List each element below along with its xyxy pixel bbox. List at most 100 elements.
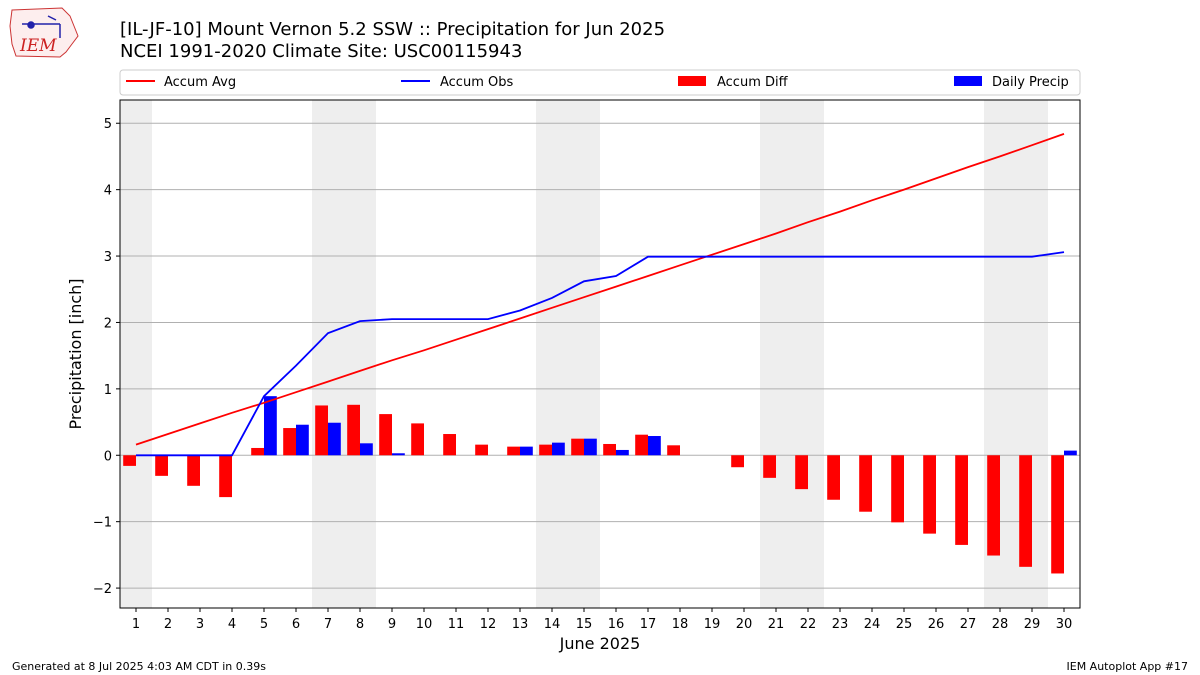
- x-tick-label: 25: [896, 617, 913, 632]
- x-tick-label: 20: [736, 617, 753, 632]
- bar-accum-diff-day-24: [859, 455, 872, 512]
- x-tick-label: 3: [196, 617, 204, 632]
- legend: Accum Avg Accum Obs Accum Diff Daily Pre…: [119, 69, 1081, 96]
- bar-accum-diff-day-29: [1019, 455, 1032, 567]
- bar-accum-diff-day-16: [603, 443, 616, 456]
- bar-daily-precip-day-30: [1064, 450, 1077, 456]
- x-tick-label: 30: [1056, 617, 1073, 632]
- legend-label-accum-avg: Accum Avg: [164, 75, 236, 90]
- bar-accum-diff-day-6: [283, 428, 296, 456]
- bar-accum-diff-day-7: [315, 405, 328, 456]
- x-tick-label: 14: [544, 617, 561, 632]
- bar-daily-precip-day-5: [264, 396, 277, 456]
- chart-subtitle: NCEI 1991-2020 Climate Site: USC00115943: [120, 41, 522, 62]
- bar-accum-diff-day-11: [443, 434, 456, 456]
- bar-accum-diff-day-2: [155, 455, 168, 476]
- bar-accum-diff-day-25: [891, 455, 904, 523]
- bar-accum-diff-day-18: [667, 445, 680, 456]
- bar-accum-diff-day-27: [955, 455, 968, 545]
- y-tick-label: −1: [93, 516, 112, 531]
- x-tick-label: 13: [512, 617, 529, 632]
- lines: [135, 133, 1065, 457]
- iem-logo[interactable]: IEM: [9, 7, 79, 58]
- bar-accum-diff-day-15: [571, 438, 584, 456]
- x-tick-label: 1: [132, 617, 140, 632]
- bar-accum-diff-day-10: [411, 423, 424, 456]
- weekend-shade-day-1: [120, 100, 152, 608]
- legend-item-accum-diff: Accum Diff: [678, 75, 789, 90]
- bar-accum-diff-day-20: [731, 455, 744, 468]
- bar-daily-precip-day-9: [392, 453, 405, 456]
- y-tick-label: 4: [104, 184, 112, 199]
- bar-daily-precip-day-16: [616, 449, 629, 456]
- weather-station-icon: [22, 15, 61, 38]
- legend-item-accum-obs: Accum Obs: [401, 75, 513, 90]
- x-tick-label: 6: [292, 617, 300, 632]
- x-tick-label: 26: [928, 617, 945, 632]
- x-tick-label: 16: [608, 617, 625, 632]
- bar-accum-diff-day-30: [1051, 455, 1064, 574]
- weekend-shade-day-8: [344, 100, 376, 608]
- x-tick-label: 9: [388, 617, 396, 632]
- line-accum-obs: [136, 251, 1065, 457]
- gridlines: [120, 122, 1080, 589]
- y-tick-label: −2: [93, 582, 112, 597]
- x-tick-label: 23: [832, 617, 849, 632]
- bar-accum-diff-day-1: [123, 455, 136, 466]
- iowa-state-outline-icon: [9, 7, 79, 58]
- y-tick-label: 1: [104, 383, 112, 398]
- weekend-shade-day-14: [536, 100, 568, 608]
- legend-frame: [119, 69, 1081, 96]
- bar-accum-diff-day-28: [987, 455, 1000, 556]
- bar-daily-precip-day-15: [584, 438, 597, 456]
- bar-daily-precip-day-8: [360, 443, 373, 456]
- x-axis-label: June 2025: [559, 634, 641, 653]
- bars: [123, 396, 1077, 574]
- chart-title: [IL-JF-10] Mount Vernon 5.2 SSW :: Preci…: [120, 19, 665, 40]
- legend-label-accum-obs: Accum Obs: [440, 75, 513, 90]
- bar-accum-diff-day-5: [251, 447, 264, 456]
- x-tick-label: 7: [324, 617, 332, 632]
- logo-text: IEM: [19, 36, 57, 56]
- footer-app-text: IEM Autoplot App #17: [1067, 660, 1189, 673]
- x-tick-label: 8: [356, 617, 364, 632]
- y-axis-label: Precipitation [inch]: [66, 278, 85, 429]
- x-tick-label: 15: [576, 617, 593, 632]
- x-tick-label: 24: [864, 617, 881, 632]
- weekend-shade-day-22: [792, 100, 824, 608]
- bar-accum-diff-day-13: [507, 446, 520, 456]
- bar-daily-precip-day-13: [520, 446, 533, 456]
- y-tick-label: 5: [104, 117, 112, 132]
- y-axis-ticks: −2 −1 0 1 2 3 4 5: [93, 117, 120, 597]
- legend-swatch-daily-precip: [954, 76, 982, 86]
- x-axis-ticks: 1 2 3 4 5 6 7 8 9 10 11 12 13 14 15 16 17 18 19 20 21 22 23 24 2…: [132, 608, 1072, 632]
- x-tick-label: 29: [1024, 617, 1041, 632]
- bar-accum-diff-day-12: [475, 444, 488, 456]
- weekend-shade-day-15: [568, 100, 600, 608]
- x-tick-label: 17: [640, 617, 657, 632]
- bar-accum-diff-day-22: [795, 455, 808, 490]
- x-tick-label: 12: [480, 617, 497, 632]
- footer-generated-text: Generated at 8 Jul 2025 4:03 AM CDT in 0…: [12, 660, 266, 673]
- x-tick-label: 18: [672, 617, 689, 632]
- x-tick-label: 28: [992, 617, 1009, 632]
- x-tick-label: 10: [416, 617, 433, 632]
- legend-item-accum-avg: Accum Avg: [126, 75, 236, 90]
- y-tick-label: 0: [104, 449, 112, 464]
- legend-swatch-accum-diff: [678, 76, 706, 86]
- x-tick-label: 22: [800, 617, 817, 632]
- x-tick-label: 19: [704, 617, 721, 632]
- y-tick-label: 2: [104, 316, 112, 331]
- weekend-shading: [120, 100, 1048, 608]
- bar-accum-diff-day-21: [763, 455, 776, 478]
- bar-accum-diff-day-3: [187, 455, 200, 486]
- weekend-shade-day-7: [312, 100, 344, 608]
- x-tick-label: 21: [768, 617, 785, 632]
- bar-daily-precip-day-17: [648, 436, 661, 456]
- bar-daily-precip-day-6: [296, 424, 309, 456]
- legend-label-daily-precip: Daily Precip: [992, 75, 1069, 90]
- bar-accum-diff-day-9: [379, 414, 392, 456]
- x-tick-label: 5: [260, 617, 268, 632]
- line-accum-avg: [135, 133, 1065, 446]
